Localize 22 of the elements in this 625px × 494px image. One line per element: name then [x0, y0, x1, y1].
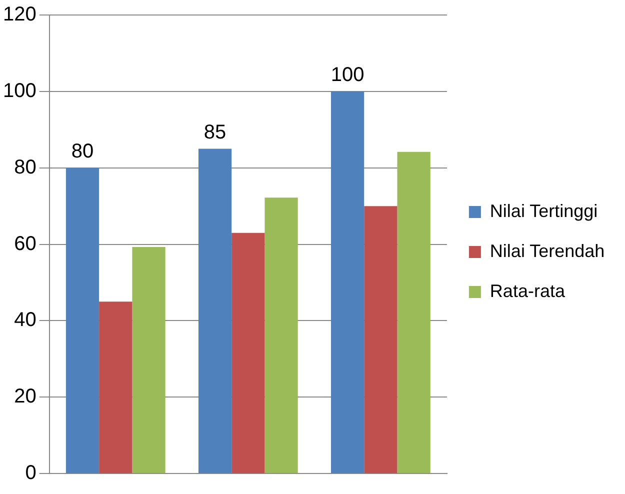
- bar: [364, 206, 398, 474]
- y-tick-label: 20: [14, 386, 36, 408]
- y-tick-label: 60: [14, 232, 36, 255]
- data-label: 85: [204, 121, 226, 144]
- bar: [198, 148, 232, 474]
- y-tick-label: 0: [25, 462, 36, 484]
- legend-label: Rata-rata: [490, 280, 566, 301]
- y-tick-label: 120: [2, 4, 36, 26]
- bar: [132, 246, 166, 474]
- legend-label: Nilai Terendah: [490, 240, 605, 261]
- bar: [264, 198, 298, 474]
- bar: [330, 91, 364, 474]
- y-tick-label: 80: [14, 156, 36, 178]
- legend-label: Nilai Tertinggi: [490, 200, 598, 221]
- data-label: 100: [330, 64, 364, 86]
- data-label: 80: [71, 140, 94, 162]
- bar: [66, 168, 100, 474]
- y-tick-label: 40: [14, 309, 36, 332]
- bar: [99, 302, 132, 474]
- bar: [397, 152, 430, 474]
- y-tick-label: 100: [2, 80, 36, 102]
- bar: [232, 232, 265, 474]
